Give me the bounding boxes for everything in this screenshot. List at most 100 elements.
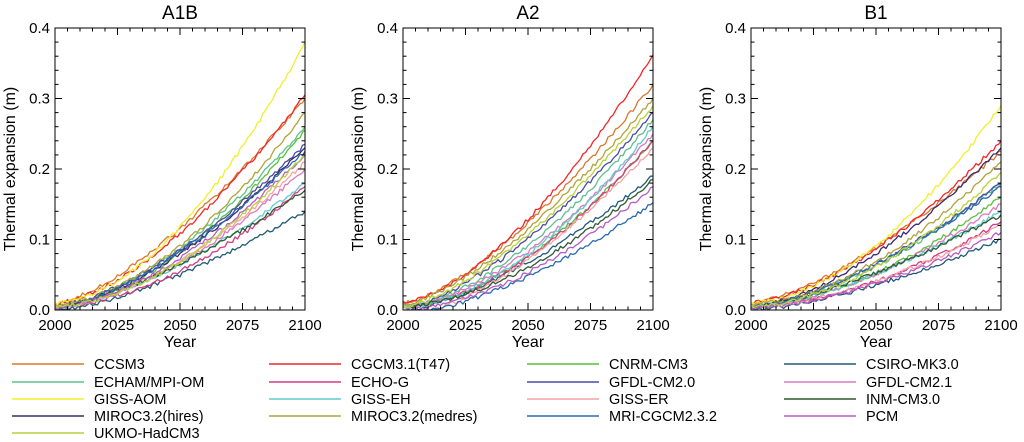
panel-b1-ticks xyxy=(750,27,1002,311)
panel-a2-title: A2 xyxy=(516,3,539,24)
series-line-giss-er xyxy=(430,147,653,310)
legend-label: PCM xyxy=(866,409,898,425)
legend-label: MIROC3.2(hires) xyxy=(94,409,204,425)
series-line-miroc3-2-medres xyxy=(55,112,305,307)
y-tick-label: 0.1 xyxy=(377,232,398,249)
legend-label: CSIRO-MK3.0 xyxy=(866,357,959,373)
legend-label: GISS-ER xyxy=(609,392,669,408)
panel-b1-x-axis-label: Year xyxy=(860,334,893,351)
panel-a1b: 0.0 0.1 0.2 0.3 0.4 2000 2025 2050 2075 2100 A1B Ye… xyxy=(2,3,322,351)
legend-label: GFDL-CM2.0 xyxy=(609,375,695,391)
legend-item-giss-eh: GISS-EH xyxy=(269,392,411,408)
legend-label: CNRM-CM3 xyxy=(609,357,688,373)
legend-item-miroc3-2-medres: MIROC3.2(medres) xyxy=(269,409,478,425)
legend-label: GISS-EH xyxy=(351,392,411,408)
x-tick-label: 2100 xyxy=(636,317,669,334)
x-tick-label: 2050 xyxy=(511,317,544,334)
legend-label: UKMO-HadCM3 xyxy=(94,426,200,442)
x-tick-label: 2075 xyxy=(226,317,259,334)
legend-label: ECHAM/MPI-OM xyxy=(94,375,204,391)
series-line-ccsm3 xyxy=(403,84,653,305)
panel-a1b-ticks xyxy=(54,27,306,311)
series-line-pcm xyxy=(751,231,1001,310)
legend-item-miroc3-2-hires: MIROC3.2(hires) xyxy=(12,409,204,425)
legend-item-echo-g: ECHO-G xyxy=(269,375,409,391)
series-line-cnrm-cm3 xyxy=(403,140,653,309)
panel-a1b-title: A1B xyxy=(162,3,198,24)
y-tick-label: 0.0 xyxy=(725,302,746,319)
series-line-ukmo-hadcm3 xyxy=(403,105,653,309)
y-tick-label: 0.4 xyxy=(29,20,50,37)
series-line-inm-cm3-0 xyxy=(403,178,653,309)
series-line-pcm xyxy=(55,154,305,310)
y-tick-label: 0.0 xyxy=(377,302,398,319)
series-line-ukmo-hadcm3 xyxy=(751,172,1001,309)
series-line-pcm xyxy=(403,186,653,310)
series-line-gfdl-cm2-0 xyxy=(403,112,653,309)
series-line-ccsm3 xyxy=(55,98,305,306)
legend-item-mri-cgcm2-3-2: MRI-CGCM2.3.2 xyxy=(527,409,717,425)
legend-item-pcm: PCM xyxy=(784,409,898,425)
legend-item-echam-mpi-om: ECHAM/MPI-OM xyxy=(12,375,204,391)
x-tick-label: 2000 xyxy=(38,317,71,334)
series-line-miroc3-2-medres xyxy=(403,98,653,307)
series-line-echo-g xyxy=(55,186,305,309)
panel-a2-ticks xyxy=(402,27,654,311)
legend-item-inm-cm3-0: INM-CM3.0 xyxy=(784,392,940,408)
panel-a1b-x-axis-label: Year xyxy=(164,334,197,351)
legend-label: ECHO-G xyxy=(351,375,409,391)
panel-a1b-series xyxy=(55,41,305,310)
series-line-ccsm3 xyxy=(751,150,1001,305)
legend-item-csiro-mk3-0: CSIRO-MK3.0 xyxy=(784,357,959,373)
series-line-cnrm-cm3 xyxy=(55,129,305,309)
legend-label: CCSM3 xyxy=(94,357,145,373)
panel-a1b-y-axis-label: Thermal expansion (m) xyxy=(2,87,19,252)
legend-item-giss-er: GISS-ER xyxy=(527,392,669,408)
series-line-csiro-mk3-0 xyxy=(55,210,305,310)
legend-label: GISS-AOM xyxy=(94,392,167,408)
series-line-echo-g xyxy=(403,140,653,309)
panel-b1-y-axis-label: Thermal expansion (m) xyxy=(698,87,715,252)
series-line-cgcm3-1-t47 xyxy=(403,54,653,304)
y-tick-label: 0.4 xyxy=(725,20,746,37)
y-tick-label: 0.2 xyxy=(725,161,746,178)
x-tick-label: 2050 xyxy=(163,317,196,334)
y-tick-label: 0.1 xyxy=(725,232,746,249)
y-tick-label: 0.4 xyxy=(377,20,398,37)
series-line-giss-eh xyxy=(751,210,1001,309)
series-line-cgcm3-1-t47 xyxy=(751,140,1001,305)
y-tick-label: 0.3 xyxy=(29,91,50,108)
panel-b1-series xyxy=(751,105,1001,310)
panel-a2: 0.0 0.1 0.2 0.3 0.4 2000 2025 2050 2075 2100 A2 Yea… xyxy=(350,3,670,351)
legend-item-gfdl-cm2-0: GFDL-CM2.0 xyxy=(527,375,695,391)
x-tick-label: 2000 xyxy=(734,317,767,334)
panel-a2-axes-frame xyxy=(402,27,654,311)
x-tick-label: 2025 xyxy=(449,317,482,334)
legend-item-ukmo-hadcm3: UKMO-HadCM3 xyxy=(12,426,200,442)
panel-b1: 0.0 0.1 0.2 0.3 0.4 2000 2025 2050 2075 2100 B1 Yea… xyxy=(698,3,1018,351)
legend-label: INM-CM3.0 xyxy=(866,392,940,408)
legend-label: MIROC3.2(medres) xyxy=(351,409,478,425)
panel-a2-y-axis-label: Thermal expansion (m) xyxy=(350,87,367,252)
x-tick-label: 2000 xyxy=(386,317,419,334)
legend-item-giss-aom: GISS-AOM xyxy=(12,392,167,408)
series-line-gfdl-cm2-1 xyxy=(55,168,305,309)
panel-a1b-axes-frame xyxy=(54,27,306,311)
x-tick-label: 2075 xyxy=(922,317,955,334)
legend: CCSM3 CGCM3.1(T47) CNRM-CM3 CSIRO-MK3.0 ECHA… xyxy=(12,357,959,442)
legend-item-cgcm3-1-t47: CGCM3.1(T47) xyxy=(269,357,450,373)
legend-item-ccsm3: CCSM3 xyxy=(12,357,145,373)
y-tick-label: 0.2 xyxy=(29,161,50,178)
y-tick-label: 0.1 xyxy=(29,232,50,249)
series-line-mri-cgcm2-3-2 xyxy=(751,185,1001,310)
series-line-echam-mpi-om xyxy=(403,119,653,309)
x-tick-label: 2100 xyxy=(984,317,1017,334)
legend-label: MRI-CGCM2.3.2 xyxy=(609,409,717,425)
panel-a2-x-axis-label: Year xyxy=(512,334,545,351)
panel-b1-title: B1 xyxy=(864,3,887,24)
legend-item-gfdl-cm2-1: GFDL-CM2.1 xyxy=(784,375,952,391)
series-line-giss-aom xyxy=(751,105,1001,305)
legend-item-cnrm-cm3: CNRM-CM3 xyxy=(527,357,688,373)
x-tick-label: 2025 xyxy=(101,317,134,334)
